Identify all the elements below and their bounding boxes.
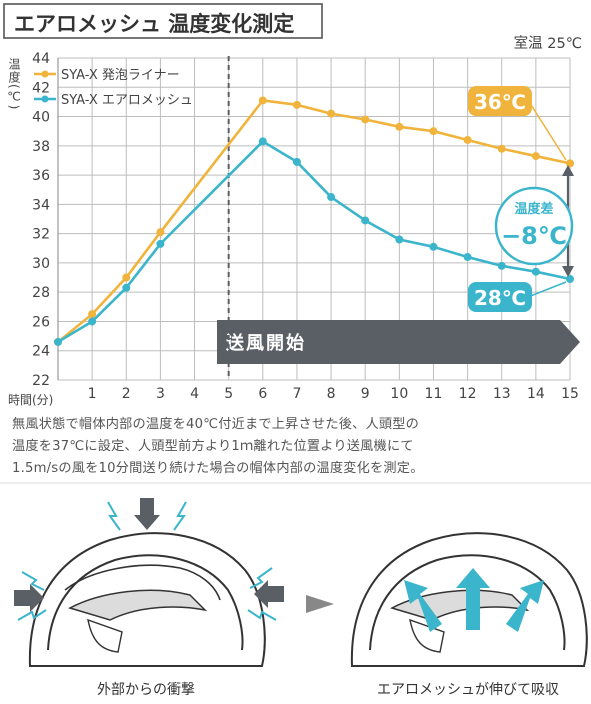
- data-point: [258, 137, 267, 146]
- data-point: [429, 242, 438, 251]
- y-tick-label: 42: [32, 80, 50, 96]
- grid: [57, 57, 571, 381]
- data-point: [497, 261, 506, 270]
- data-point: [531, 267, 540, 276]
- helmet-impact-illustration: [28, 532, 266, 667]
- end-label-blue: 28℃: [468, 281, 567, 312]
- y-axis-label: 温度(℃): [7, 58, 21, 111]
- y-tick-label: 30: [32, 256, 50, 272]
- x-tick-label: 2: [122, 386, 131, 402]
- description-line-3: 1.5m/sの風を10分間送り続けた場合の帽体内部の温度変化を測定。: [12, 461, 424, 476]
- data-point: [88, 317, 97, 326]
- x-tick-label: 14: [527, 386, 545, 402]
- series-line-blue: [57, 140, 571, 344]
- legend-label-blue: SYA-X エアロメッシュ: [61, 93, 193, 108]
- x-tick-label: 11: [425, 386, 443, 402]
- data-point: [463, 253, 472, 262]
- caption-left: 外部からの衝撃: [97, 682, 195, 698]
- y-tick-label: 22: [32, 373, 50, 389]
- x-tick-label: 5: [224, 386, 233, 402]
- data-point: [88, 310, 97, 319]
- y-tick-label: 44: [32, 51, 50, 67]
- x-tick-label: 15: [561, 386, 579, 402]
- data-point: [156, 228, 165, 237]
- data-point: [566, 275, 574, 284]
- caption-right: エアロメッシュが伸びて吸収: [377, 682, 559, 698]
- x-tick-label: 8: [327, 386, 336, 402]
- x-tick-label: 4: [190, 386, 199, 402]
- x-tick-label: 10: [390, 386, 408, 402]
- absorb-arrows: [404, 568, 544, 632]
- x-tick-label: 1: [88, 386, 97, 402]
- impact-sparks: [17, 501, 277, 621]
- difference-title: 温度差: [514, 201, 553, 217]
- data-point: [463, 135, 472, 144]
- description: 無風状態で帽体内部の温度を40℃付近まで上昇させた後、人頭型の 温度を37℃に設…: [12, 414, 582, 480]
- data-point: [122, 283, 131, 292]
- legend-item-orange: SYA-X 発泡ライナー: [34, 68, 180, 83]
- chart-title: エアロメッシュ 温度変化測定: [14, 12, 294, 36]
- x-tick-label: 13: [493, 386, 511, 402]
- x-tick-label: 12: [459, 386, 477, 402]
- series-line-orange: [57, 99, 571, 343]
- x-tick-label: 7: [292, 386, 301, 402]
- y-tick-label: 34: [32, 197, 50, 213]
- data-point: [429, 127, 438, 136]
- title-box: [3, 3, 323, 39]
- legend-label-orange: SYA-X 発泡ライナー: [61, 68, 180, 83]
- data-point: [395, 122, 404, 131]
- legend-item-blue: SYA-X エアロメッシュ: [34, 93, 193, 108]
- data-point: [531, 152, 540, 161]
- data-point: [292, 157, 301, 166]
- data-point: [361, 115, 370, 124]
- y-tick-label: 36: [32, 168, 50, 184]
- data-point: [54, 337, 62, 346]
- data-point: [497, 144, 506, 153]
- data-point: [395, 235, 404, 244]
- y-tick-label: 24: [32, 344, 50, 360]
- x-tick-label: 3: [156, 386, 165, 402]
- legend: SYA-X 発泡ライナー SYA-X エアロメッシュ: [34, 68, 193, 108]
- data-point: [327, 109, 336, 118]
- start-arrow: 送風開始: [217, 320, 580, 364]
- end-label-orange: 36℃: [468, 86, 567, 161]
- data-point: [156, 239, 165, 248]
- data-point: [361, 216, 370, 225]
- room-temp: 室温 25℃: [514, 35, 582, 52]
- end-label-blue-text: 28℃: [474, 286, 526, 310]
- y-tick-label: 32: [32, 227, 50, 243]
- description-line-1: 無風状態で帽体内部の温度を40℃付近まで上昇させた後、人頭型の: [12, 417, 420, 432]
- y-tick-label: 40: [32, 110, 50, 126]
- description-line-2: 温度を37℃に設定、人頭型前方より1ｍ離れた位置より送風機にて: [12, 439, 414, 454]
- end-label-orange-text: 36℃: [474, 90, 526, 114]
- y-tick-label: 28: [32, 285, 50, 301]
- x-tick-label: 9: [361, 386, 370, 402]
- data-point: [292, 100, 301, 109]
- series: [54, 96, 574, 346]
- y-tick-label: 26: [32, 314, 50, 330]
- transition-arrow-icon: [306, 595, 334, 613]
- data-point: [566, 159, 574, 168]
- data-point: [327, 193, 336, 202]
- x-axis-label: 時間(分): [8, 393, 53, 407]
- start-arrow-label: 送風開始: [225, 332, 306, 354]
- y-tick-label: 38: [32, 139, 50, 155]
- impact-arrows: [14, 498, 284, 612]
- data-point: [122, 273, 131, 282]
- difference-value: −8℃: [501, 222, 567, 250]
- difference-badge: 温度差 −8℃: [494, 186, 574, 266]
- data-point: [258, 96, 267, 105]
- x-tick-label: 6: [258, 386, 267, 402]
